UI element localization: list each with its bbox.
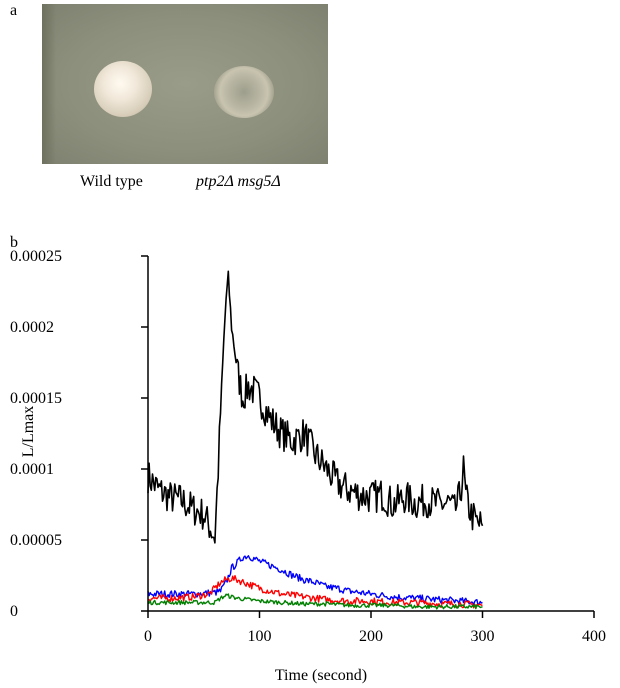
y-tick-label: 0.00025 [10,248,62,265]
y-tick-label: 0.0001 [10,461,54,478]
series-line-1 [147,270,484,544]
panel-label-a: a [10,2,18,19]
series-line-3 [147,575,483,609]
x-tick-label: 400 [582,628,606,645]
series-line-2 [147,555,483,606]
x-tick-label: 300 [471,628,495,645]
x-tick-label: 0 [144,628,152,645]
y-tick-label: 0.0002 [10,319,54,336]
mutant-colony [214,66,274,118]
colony-photo [42,4,328,164]
axes-layer: 0 0.00005 0.0001 0.00015 0.0002 0.00025 0 100 20… [10,248,606,645]
series-layer [147,270,484,610]
y-tick-label: 0 [10,603,18,620]
caption-mutant: ptp2Δ msg5Δ [196,173,281,190]
x-axis-title: Time (second) [275,667,367,684]
luminescence-chart: 0 0.00005 0.0001 0.00015 0.0002 0.00025 0 100 20… [10,248,606,684]
panel-label-b: b [10,234,18,251]
wild-type-colony [94,61,152,117]
y-tick-label: 0.00005 [10,532,62,549]
y-axis-title: L/Lmax [20,406,37,458]
x-tick-label: 200 [359,628,383,645]
caption-wild-type: Wild type [80,173,143,190]
series-line-4 [147,593,483,610]
photo-edge-shadow [42,4,56,164]
x-tick-label: 100 [248,628,272,645]
y-tick-label: 0.00015 [10,390,62,407]
